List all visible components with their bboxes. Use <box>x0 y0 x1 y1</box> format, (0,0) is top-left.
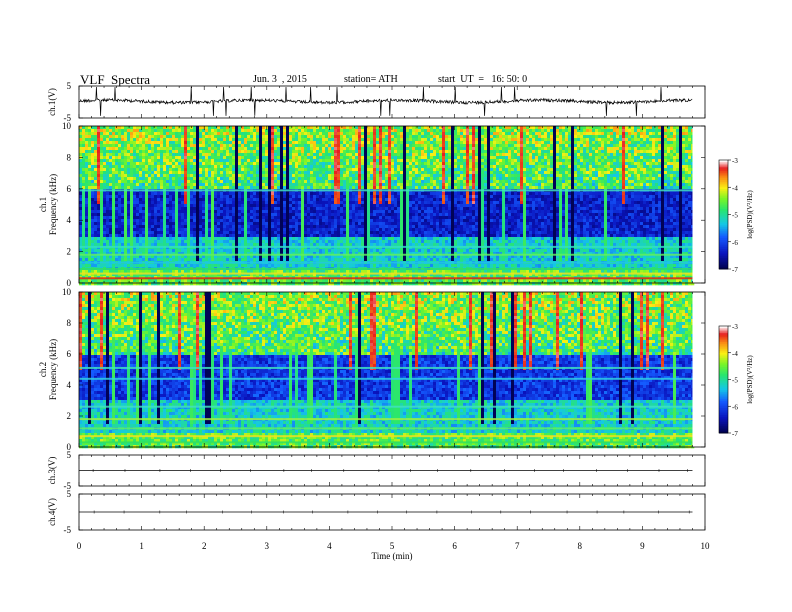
spectral-band <box>79 366 693 369</box>
colorbar-tick-label: -4 <box>732 184 738 192</box>
ch2-spectrogram <box>79 292 705 449</box>
y-axis-label: ch.1(V) <box>47 88 57 116</box>
y-tick-label: 6 <box>67 349 72 359</box>
y-axis-label: ch.3(V) <box>47 457 57 485</box>
spectral-band <box>79 435 693 438</box>
y-tick-label: 10 <box>62 287 72 297</box>
channel-label: ch.1 <box>38 197 48 212</box>
spectral-band <box>79 441 693 444</box>
y-tick-label: 5 <box>67 81 72 91</box>
y-tick-label: 8 <box>67 318 72 328</box>
colorbar-tick-label: -5 <box>732 212 738 220</box>
colorbar-label: log(PSD)(V²/Hz) <box>746 355 754 404</box>
colorbar: -3 -4 -5 -6 -7 log(PSD)(V²/Hz) <box>718 323 754 438</box>
y-tick-label: 0 <box>67 278 72 288</box>
ch4-waveform <box>79 510 693 514</box>
spectral-band <box>79 427 693 430</box>
spectral-band <box>79 272 693 275</box>
waveform-trace <box>78 86 693 116</box>
y-tick-label: 5 <box>67 489 72 499</box>
x-tick-label: 2 <box>202 541 207 551</box>
spectral-band <box>79 418 693 421</box>
x-tick-label: 3 <box>265 541 270 551</box>
y-axis-label: ch.4(V) <box>47 498 57 526</box>
y-tick-label: 4 <box>67 215 72 225</box>
colorbar-label: log(PSD)(V²/Hz) <box>746 190 754 239</box>
spectral-band <box>79 189 693 192</box>
y-tick-label: 4 <box>67 380 72 390</box>
y-tick-label: -5 <box>64 113 72 123</box>
colorbar-tick-label: -6 <box>732 239 738 247</box>
header-date: Jun. 3 , 2015 <box>253 74 307 85</box>
x-tick-label: 1 <box>139 541 144 551</box>
y-tick-label: 2 <box>67 247 72 257</box>
channel-label: ch.2 <box>38 362 48 377</box>
colorbar-tick-label: -6 <box>732 403 738 411</box>
y-axis-label: Frequency (kHz) <box>48 339 58 400</box>
x-tick-label: 0 <box>77 541 82 551</box>
ch1-waveform <box>78 86 693 116</box>
y-tick-label: -5 <box>64 481 72 491</box>
spectral-band <box>79 377 693 380</box>
spectral-band <box>79 277 693 280</box>
x-axis-label: Time (min) <box>372 551 413 561</box>
x-tick-label: 9 <box>640 541 645 551</box>
colorbar-tick-label: -7 <box>732 266 738 274</box>
x-tick-label: 5 <box>390 541 395 551</box>
x-tick-label: 6 <box>452 541 457 551</box>
spectral-band <box>79 261 693 264</box>
y-tick-label: 5 <box>67 450 72 460</box>
y-tick-label: -5 <box>64 525 72 535</box>
header-station: station= ATH <box>344 74 398 85</box>
y-tick-label: 2 <box>67 411 72 421</box>
colorbar-tick-label: -3 <box>732 323 738 331</box>
plot-title: VLF Spectra <box>80 72 150 88</box>
spectral-band <box>79 245 693 248</box>
spectral-band <box>79 253 693 256</box>
spectral-band <box>79 267 693 270</box>
x-tick-label: 8 <box>578 541 583 551</box>
colorbar-tick-label: -3 <box>732 157 738 165</box>
x-tick-label: 10 <box>701 541 711 551</box>
ch3-waveform <box>79 469 693 472</box>
x-tick-label: 7 <box>515 541 520 551</box>
y-tick-label: 6 <box>67 184 72 194</box>
header-start-time: start UT = 16: 50: 0 <box>438 74 527 85</box>
colorbar-tick-label: -7 <box>732 430 738 438</box>
y-axis-label: Frequency (kHz) <box>48 174 58 235</box>
y-tick-label: 0 <box>67 442 72 452</box>
colorbar: -3 -4 -5 -6 -7 log(PSD)(V²/Hz) <box>718 157 754 274</box>
spectral-band <box>79 405 693 408</box>
y-tick-label: 10 <box>62 121 72 131</box>
y-tick-label: 8 <box>67 152 72 162</box>
x-tick-label: 4 <box>327 541 332 551</box>
colorbar-tick-label: -4 <box>732 350 738 358</box>
colorbar-tick-label: -5 <box>732 377 738 385</box>
ch1-spectrogram <box>79 126 705 286</box>
